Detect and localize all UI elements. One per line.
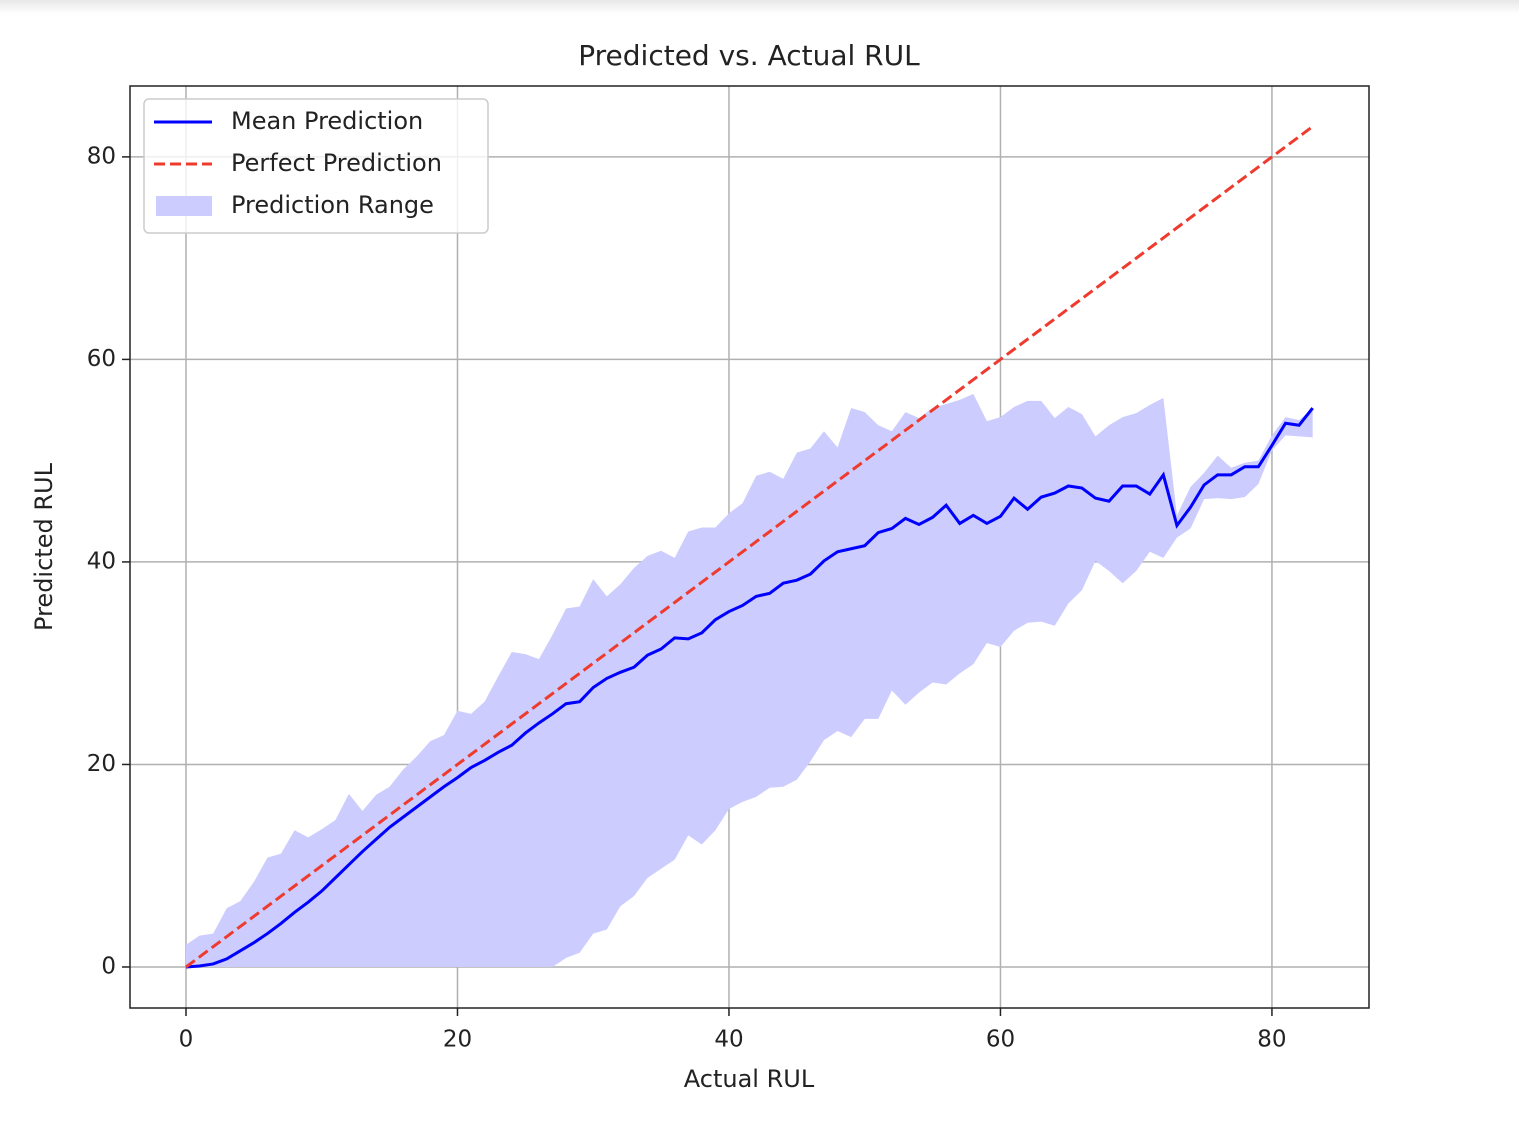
legend-label: Mean Prediction [231, 107, 423, 135]
legend-label: Prediction Range [231, 191, 434, 219]
chart-title: Predicted vs. Actual RUL [578, 39, 920, 72]
prediction-band [185, 393, 1313, 967]
legend-label: Perfect Prediction [231, 149, 442, 177]
y-tick-label: 60 [87, 346, 116, 372]
top-bar [0, 0, 1519, 14]
series-line [185, 125, 1314, 969]
x-tick-label: 60 [986, 1027, 1015, 1053]
y-axis-label: Predicted RUL [30, 462, 58, 631]
legend-box [143, 98, 489, 234]
y-tick-label: 20 [87, 751, 116, 777]
y-tick-label: 80 [87, 143, 116, 169]
x-tick-label: 40 [714, 1027, 743, 1053]
series-line [185, 407, 1314, 969]
x-tick-label: 20 [443, 1027, 472, 1053]
legend-swatch [156, 196, 212, 216]
y-tick-label: 0 [101, 953, 116, 979]
axes-frame [129, 85, 1370, 1009]
x-tick-label: 0 [179, 1027, 194, 1053]
x-axis-label: Actual RUL [684, 1065, 815, 1093]
plot-area [185, 125, 1314, 969]
y-tick-label: 40 [87, 548, 116, 574]
x-tick-label: 80 [1257, 1027, 1286, 1053]
